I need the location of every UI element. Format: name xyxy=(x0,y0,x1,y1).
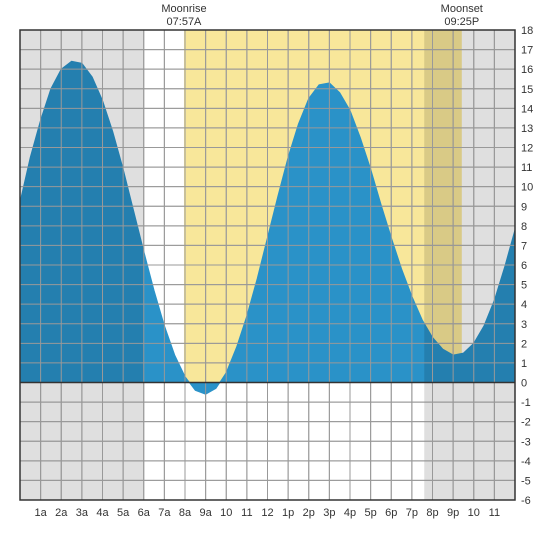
x-tick-label: 4p xyxy=(344,507,356,519)
y-tick-label: 18 xyxy=(521,25,533,37)
x-tick-label: 9a xyxy=(200,507,213,519)
tide-chart: 1a2a3a4a5a6a7a8a9a1011121p2p3p4p5p6p7p8p… xyxy=(0,0,550,550)
y-tick-label: 10 xyxy=(521,182,533,194)
x-tick-label: 3a xyxy=(76,507,89,519)
y-tick-label: -1 xyxy=(521,397,531,409)
x-tick-label: 5p xyxy=(365,507,377,519)
x-tick-label: 1p xyxy=(282,507,294,519)
y-tick-label: 11 xyxy=(521,162,532,174)
y-tick-label: 17 xyxy=(521,45,533,57)
x-tick-label: 11 xyxy=(489,507,500,519)
x-tick-label: 10 xyxy=(220,507,232,519)
x-tick-label: 11 xyxy=(241,507,252,519)
y-tick-label: 5 xyxy=(521,280,527,292)
y-tick-label: 12 xyxy=(521,143,533,155)
x-tick-label: 12 xyxy=(261,507,273,519)
y-tick-label: 2 xyxy=(521,338,527,350)
y-tick-label: 13 xyxy=(521,123,533,135)
y-tick-label: 16 xyxy=(521,64,533,76)
annotation-time: 07:57A xyxy=(167,16,203,28)
x-axis-labels: 1a 2a 3a 4a 5a 6a 7a 8a 9a 10 11 12 1p 2p 3p 4p 5p 6p 7p 8p… xyxy=(35,507,501,519)
y-tick-label: -5 xyxy=(521,475,531,487)
annotation-label: Moonset xyxy=(441,3,483,15)
x-tick-label: 8a xyxy=(179,507,192,519)
y-tick-label: 7 xyxy=(521,240,527,252)
y-tick-label: 1 xyxy=(521,358,527,370)
x-tick-label: 7p xyxy=(406,507,418,519)
y-tick-label: -2 xyxy=(521,417,531,429)
x-tick-label: 6a xyxy=(138,507,151,519)
y-tick-label: -3 xyxy=(521,436,531,448)
y-tick-label: -6 xyxy=(521,495,531,507)
x-tick-label: 5a xyxy=(117,507,130,519)
y-tick-label: 0 xyxy=(521,378,527,390)
annotation-label: Moonrise xyxy=(161,3,206,15)
annotation-time: 09:25P xyxy=(444,16,479,28)
x-tick-label: 10 xyxy=(468,507,480,519)
x-tick-label: 2a xyxy=(55,507,68,519)
y-tick-label: 9 xyxy=(521,201,527,213)
x-tick-label: 9p xyxy=(447,507,459,519)
y-tick-label: 4 xyxy=(521,299,527,311)
y-tick-label: 14 xyxy=(521,103,533,115)
x-tick-label: 4a xyxy=(96,507,109,519)
x-tick-label: 7a xyxy=(158,507,171,519)
x-tick-label: 8p xyxy=(426,507,438,519)
y-tick-label: 3 xyxy=(521,319,527,331)
y-tick-label: -4 xyxy=(521,456,531,468)
x-tick-label: 3p xyxy=(323,507,335,519)
x-tick-label: 1a xyxy=(35,507,48,519)
x-tick-label: 6p xyxy=(385,507,397,519)
y-tick-label: 8 xyxy=(521,221,527,233)
y-tick-label: 15 xyxy=(521,84,533,96)
x-tick-label: 2p xyxy=(303,507,315,519)
y-tick-label: 6 xyxy=(521,260,527,272)
chart-svg: 1a2a3a4a5a6a7a8a9a1011121p2p3p4p5p6p7p8p… xyxy=(0,0,550,550)
